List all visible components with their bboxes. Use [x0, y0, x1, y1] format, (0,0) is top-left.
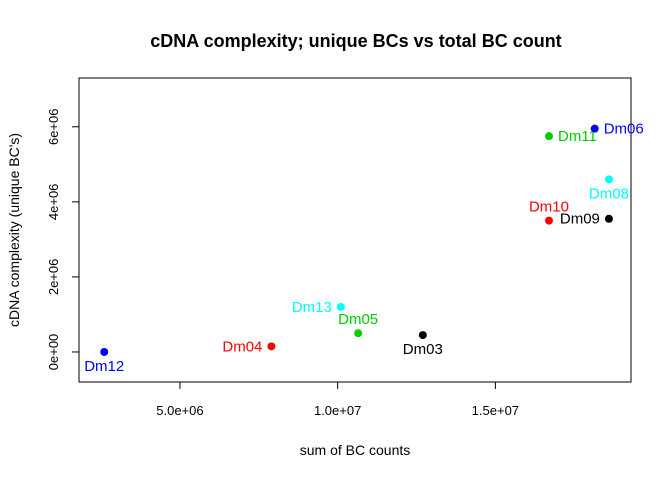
- y-tick-label: 0e+00: [46, 334, 61, 371]
- data-point-label: Dm10: [529, 199, 569, 216]
- data-point-label: Dm08: [589, 185, 629, 202]
- x-tick-label: 1.5e+07: [472, 403, 519, 418]
- data-point-label: Dm09: [560, 211, 600, 228]
- data-point: [590, 124, 599, 133]
- data-point: [418, 331, 427, 340]
- y-tick-label: 6e+06: [46, 109, 61, 146]
- data-point: [336, 302, 345, 311]
- data-point-label: Dm11: [558, 128, 597, 145]
- data-point: [100, 347, 109, 356]
- data-point-label: Dm13: [292, 299, 332, 316]
- data-point: [604, 214, 613, 223]
- data-point-label: Dm06: [604, 121, 644, 138]
- x-axis-label: sum of BC counts: [300, 442, 411, 458]
- data-point: [354, 329, 363, 338]
- y-tick-label: 4e+06: [46, 184, 61, 221]
- data-point-label: Dm05: [338, 311, 378, 328]
- x-axis: 5.0e+06 1.0e+07 1.5e+07: [156, 381, 519, 418]
- x-tick-label: 1.0e+07: [314, 403, 361, 418]
- data-point: [267, 342, 276, 351]
- data-point: [544, 132, 553, 141]
- data-point-label: Dm12: [84, 358, 124, 375]
- plot-frame: [78, 77, 632, 383]
- data-point-label: Dm04: [222, 338, 262, 355]
- data-point-label: Dm03: [403, 341, 443, 358]
- x-tick-label: 5.0e+06: [156, 403, 203, 418]
- y-tick-label: 2e+06: [46, 259, 61, 296]
- data-points: Dm12 Dm04 Dm13 Dm05 Dm03 Dm10 Dm11 Dm06 Dm08 Dm09: [84, 121, 644, 375]
- y-axis: 0e+00 2e+06 4e+06 6e+06: [46, 109, 80, 371]
- data-point: [604, 175, 613, 184]
- data-point: [544, 216, 553, 225]
- chart-title: cDNA complexity; unique BCs vs total BC …: [150, 31, 561, 51]
- y-axis-label: cDNA complexity (unique BC's): [6, 133, 22, 327]
